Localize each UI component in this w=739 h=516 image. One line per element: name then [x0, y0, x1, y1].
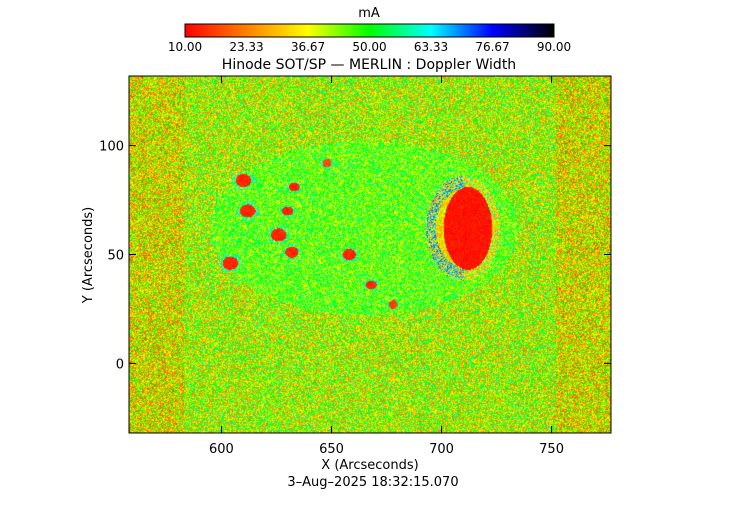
- chart-title: Hinode SOT/SP — MERLIN : Doppler Width: [222, 57, 516, 73]
- heatmap-image: [129, 76, 611, 433]
- colorbar-tick-label: 63.33: [414, 40, 448, 54]
- y-axis-label: Y (Arcseconds): [81, 207, 96, 304]
- colorbar-unit: mA: [358, 6, 380, 21]
- timestamp: 3–Aug–2025 18:32:15.070: [287, 475, 458, 490]
- x-tick-label: 750: [539, 442, 564, 457]
- colorbar-labels: 10.00 23.33 36.67 50.00 63.33 76.67 90.00: [168, 40, 571, 54]
- y-tick-label: 0: [116, 357, 124, 372]
- y-tick-label: 100: [99, 140, 124, 155]
- x-tick-label: 700: [429, 442, 454, 457]
- y-axis-ticks: 0 50 100: [99, 140, 611, 372]
- y-tick-label: 50: [107, 249, 124, 264]
- x-axis-label: X (Arcseconds): [321, 458, 418, 473]
- colorbar-tick-label: 10.00: [168, 40, 202, 54]
- x-axis-ticks: 600 650 700 750: [209, 76, 564, 457]
- colorbar-tick-label: 90.00: [537, 40, 571, 54]
- colorbar-tick-label: 76.67: [475, 40, 509, 54]
- colorbar-tick-label: 36.67: [291, 40, 325, 54]
- x-tick-label: 650: [319, 442, 344, 457]
- x-tick-label: 600: [209, 442, 234, 457]
- colorbar: [184, 23, 555, 38]
- colorbar-tick-label: 50.00: [352, 40, 386, 54]
- colorbar-tick-label: 23.33: [229, 40, 263, 54]
